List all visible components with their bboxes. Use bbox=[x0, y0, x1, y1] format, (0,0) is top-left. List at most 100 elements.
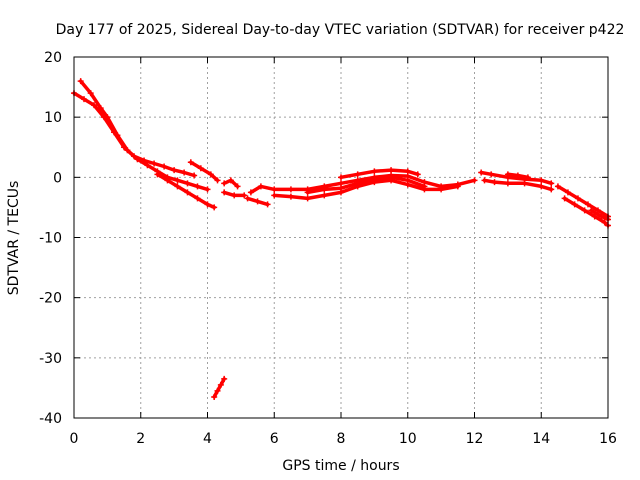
data-point bbox=[581, 207, 588, 214]
y-axis-label: SDTVAR / TECUs bbox=[6, 181, 22, 296]
data-point bbox=[161, 163, 168, 170]
x-tick-label: 10 bbox=[399, 431, 417, 447]
data-point bbox=[584, 201, 591, 208]
data-point bbox=[174, 177, 181, 184]
data-point bbox=[231, 192, 238, 199]
series-track-b bbox=[77, 78, 211, 193]
x-tick-label: 0 bbox=[70, 431, 79, 447]
x-tick-label: 8 bbox=[337, 431, 346, 447]
data-point bbox=[144, 162, 151, 169]
data-point bbox=[481, 177, 488, 184]
data-point bbox=[211, 204, 218, 211]
data-point bbox=[241, 192, 248, 199]
y-tick-label: 10 bbox=[44, 110, 62, 126]
data-point bbox=[184, 189, 191, 196]
x-tick-label: 16 bbox=[599, 431, 617, 447]
data-point bbox=[538, 183, 545, 190]
series-track-d bbox=[187, 159, 221, 184]
data-point bbox=[271, 192, 278, 199]
data-point bbox=[134, 156, 141, 163]
data-point bbox=[548, 186, 555, 193]
data-point bbox=[254, 198, 261, 205]
y-tick-label: 0 bbox=[53, 170, 62, 186]
series-track-a bbox=[71, 90, 198, 179]
data-point bbox=[257, 183, 264, 190]
series-line bbox=[212, 377, 226, 399]
chart-title: Day 177 of 2025, Sidereal Day-to-day VTE… bbox=[56, 22, 625, 38]
data-points bbox=[71, 78, 611, 400]
data-point bbox=[194, 183, 201, 190]
series-track-j bbox=[271, 177, 461, 202]
y-tick-label: -10 bbox=[39, 231, 62, 247]
data-point bbox=[504, 171, 511, 178]
y-tick-label: -30 bbox=[39, 351, 62, 367]
data-point bbox=[404, 168, 411, 175]
data-point bbox=[234, 183, 241, 190]
data-point bbox=[338, 185, 344, 192]
data-point bbox=[197, 165, 204, 172]
data-point bbox=[504, 180, 511, 187]
series-track-n bbox=[481, 177, 555, 193]
data-point bbox=[601, 219, 608, 226]
data-point bbox=[598, 213, 605, 220]
x-tick-labels: 0 2 4 6 8 10 12 14 16 bbox=[70, 431, 617, 447]
data-point bbox=[217, 381, 224, 388]
data-point bbox=[247, 189, 254, 196]
data-point bbox=[81, 96, 88, 103]
data-point bbox=[221, 375, 228, 382]
data-point bbox=[271, 186, 278, 193]
data-point bbox=[104, 114, 111, 121]
data-point bbox=[588, 207, 595, 214]
x-tick-label: 12 bbox=[466, 431, 484, 447]
series-track-p bbox=[554, 183, 611, 220]
data-point bbox=[114, 132, 121, 139]
x-axis-label: GPS time / hours bbox=[282, 458, 399, 474]
data-point bbox=[164, 177, 171, 184]
data-point bbox=[287, 193, 294, 200]
data-point bbox=[221, 180, 228, 187]
data-point bbox=[488, 171, 495, 178]
data-point bbox=[571, 201, 578, 208]
y-tick-label: 20 bbox=[44, 50, 62, 66]
series-track-f bbox=[221, 177, 241, 190]
data-point bbox=[221, 189, 228, 196]
data-point bbox=[184, 180, 191, 187]
series-track-h bbox=[244, 195, 271, 208]
series-track-q bbox=[561, 195, 611, 229]
x-tick-label: 2 bbox=[136, 431, 145, 447]
data-point bbox=[91, 102, 98, 109]
x-tick-label: 6 bbox=[270, 431, 279, 447]
data-point bbox=[354, 171, 361, 178]
data-point bbox=[338, 174, 344, 181]
x-tick-label: 4 bbox=[203, 431, 212, 447]
data-point bbox=[191, 172, 198, 179]
data-point bbox=[538, 177, 545, 184]
grid bbox=[74, 57, 608, 418]
data-point bbox=[87, 90, 94, 97]
series-track-o bbox=[504, 171, 531, 181]
data-point bbox=[561, 195, 568, 202]
data-point bbox=[454, 183, 461, 190]
data-point bbox=[564, 189, 571, 196]
data-point bbox=[371, 177, 378, 184]
data-point bbox=[214, 177, 221, 184]
data-point bbox=[304, 195, 311, 202]
data-point bbox=[287, 186, 294, 193]
data-point bbox=[521, 180, 528, 187]
data-point bbox=[404, 177, 411, 184]
data-point bbox=[204, 201, 211, 208]
data-point bbox=[187, 159, 194, 166]
data-point bbox=[174, 183, 181, 190]
series-track-g bbox=[221, 189, 248, 199]
data-point bbox=[171, 167, 178, 174]
y-tick-label: -40 bbox=[39, 411, 62, 427]
data-point bbox=[421, 183, 428, 190]
series-track-l bbox=[338, 167, 421, 181]
data-point bbox=[204, 186, 211, 193]
y-tick-labels: 20 10 0 -10 -20 -30 -40 bbox=[39, 50, 62, 427]
data-point bbox=[321, 192, 328, 199]
data-point bbox=[244, 195, 251, 202]
data-point bbox=[554, 183, 561, 190]
series-line bbox=[556, 184, 610, 219]
